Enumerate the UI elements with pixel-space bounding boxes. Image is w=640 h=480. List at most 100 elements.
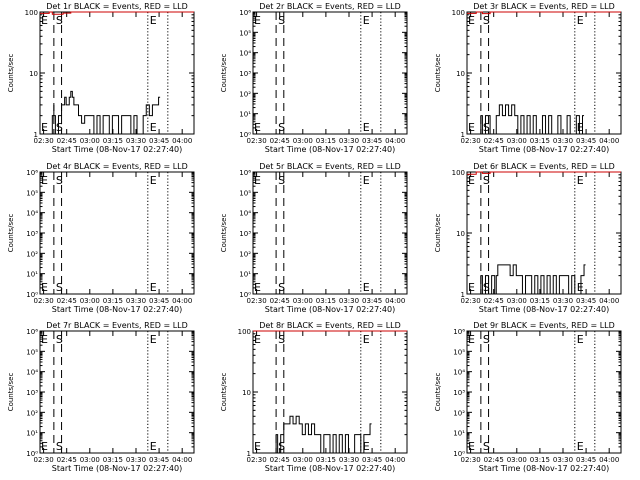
plot-frame	[466, 330, 622, 454]
panel-title: Det 5r BLACK = Events, RED = LLD	[259, 162, 401, 171]
x-tick-label: 02:30	[460, 137, 480, 145]
edge-label-bottom: E	[41, 281, 48, 294]
y-tick-label: 10¹	[239, 111, 251, 119]
y-tick-label: 100	[452, 169, 465, 177]
x-tick-label: 03:45	[149, 456, 169, 464]
panel-6: Det 6r BLACK = Events, RED = LLD 1 10 100 02…	[434, 162, 622, 314]
series-lld	[467, 11, 621, 15]
panel-title: Det 2r BLACK = Events, RED = LLD	[259, 2, 401, 11]
x-tick-label: 02:45	[57, 297, 77, 305]
x-tick-label: 02:30	[246, 456, 266, 464]
marker-label-bottom: E	[363, 121, 370, 134]
marker-label-bottom: S	[483, 121, 490, 134]
x-tick-label: 03:15	[103, 297, 123, 305]
x-tick-label: 03:15	[103, 137, 123, 145]
marker-label-top: S	[56, 174, 63, 187]
marker-label-top: E	[150, 14, 157, 27]
y-tick-label: 10⁶	[239, 9, 251, 17]
marker-label-bottom: S	[483, 440, 490, 453]
y-axis-label: Counts/sec	[434, 214, 442, 253]
x-axis-label: Start Time (08-Nov-17 02:27:40)	[265, 464, 395, 473]
x-tick-label: 02:30	[246, 297, 266, 305]
marker-label-top: S	[483, 333, 490, 346]
x-tick-label: 02:45	[270, 297, 290, 305]
edge-label-bottom: E	[254, 121, 261, 134]
x-tick-label: 02:30	[460, 297, 480, 305]
y-tick-label: 10	[456, 70, 465, 78]
y-axis-label: Counts/sec	[434, 373, 442, 412]
x-tick-label: 03:00	[80, 137, 100, 145]
x-tick-label: 03:15	[530, 456, 550, 464]
marker-label-top: E	[363, 333, 370, 346]
y-tick-label: 1	[34, 131, 38, 139]
y-tick-label: 10⁶	[26, 169, 38, 177]
panel-title: Det 7r BLACK = Events, RED = LLD	[46, 321, 188, 330]
x-axis-label: Start Time (08-Nov-17 02:27:40)	[479, 464, 609, 473]
edge-label-bottom: E	[254, 281, 261, 294]
marker-label-bottom: E	[577, 440, 584, 453]
x-tick-label: 03:15	[316, 456, 336, 464]
marker-label-top: E	[577, 14, 584, 27]
marker-label-bottom: S	[278, 281, 285, 294]
y-tick-label: 10²	[26, 250, 38, 258]
y-axis-label: Counts/sec	[220, 214, 228, 253]
y-tick-label: 10²	[453, 409, 465, 417]
y-tick-label: 10³	[239, 70, 251, 78]
x-tick-label: 03:45	[576, 456, 596, 464]
x-tick-label: 03:00	[507, 297, 527, 305]
y-tick-label: 10⁰	[26, 450, 38, 458]
x-tick-label: 03:45	[362, 137, 382, 145]
panel-title: Det 1r BLACK = Events, RED = LLD	[46, 2, 188, 11]
marker-label-bottom: E	[150, 440, 157, 453]
x-tick-label: 03:30	[339, 137, 359, 145]
y-tick-label: 10⁰	[26, 291, 38, 299]
x-tick-label: 04:00	[172, 137, 192, 145]
y-tick-label: 10⁰	[239, 131, 251, 139]
y-tick-label: 1	[461, 131, 465, 139]
y-tick-label: 10⁵	[453, 348, 465, 356]
x-axis-label: Start Time (08-Nov-17 02:27:40)	[479, 305, 609, 314]
edge-label-top: E	[468, 14, 475, 27]
marker-label-top: E	[150, 174, 157, 187]
panel-title: Det 4r BLACK = Events, RED = LLD	[46, 162, 188, 171]
edge-label-top: E	[41, 174, 48, 187]
edge-label-bottom: E	[254, 440, 261, 453]
edge-label-bottom: E	[468, 121, 475, 134]
panel-title: Det 8r BLACK = Events, RED = LLD	[259, 321, 401, 330]
x-axis-label: Start Time (08-Nov-17 02:27:40)	[479, 145, 609, 154]
x-tick-label: 03:00	[507, 456, 527, 464]
x-tick-label: 02:45	[484, 456, 504, 464]
panel-1: Det 1r BLACK = Events, RED = LLD 1 10 100 02…	[7, 2, 195, 154]
y-axis-label: Counts/sec	[220, 373, 228, 412]
y-tick-label: 1	[247, 450, 251, 458]
marker-label-bottom: E	[363, 281, 370, 294]
y-tick-label: 10⁶	[453, 328, 465, 336]
y-tick-label: 10²	[26, 409, 38, 417]
panel-7: Det 7r BLACK = Events, RED = LLD 10⁰ 10¹ 10…	[7, 321, 195, 473]
plot-frame	[39, 330, 195, 454]
x-tick-label: 03:00	[80, 297, 100, 305]
x-tick-label: 02:45	[270, 456, 290, 464]
y-tick-label: 10⁵	[26, 348, 38, 356]
x-tick-label: 03:15	[316, 297, 336, 305]
x-tick-label: 03:45	[149, 137, 169, 145]
edge-label-top: E	[468, 174, 475, 187]
x-axis-label: Start Time (08-Nov-17 02:27:40)	[52, 305, 182, 314]
y-tick-label: 10⁵	[239, 189, 251, 197]
marker-label-bottom: E	[363, 440, 370, 453]
y-tick-label: 10⁴	[26, 369, 38, 377]
marker-label-top: S	[56, 14, 63, 27]
x-tick-label: 02:30	[33, 297, 53, 305]
marker-label-bottom: S	[56, 121, 63, 134]
x-tick-label: 03:30	[126, 137, 146, 145]
marker-label-top: E	[363, 14, 370, 27]
x-axis-label: Start Time (08-Nov-17 02:27:40)	[265, 145, 395, 154]
edge-label-top: E	[254, 174, 261, 187]
marker-label-bottom: E	[150, 121, 157, 134]
panel-9: Det 9r BLACK = Events, RED = LLD 10⁰ 10¹ 10…	[434, 321, 622, 473]
y-tick-label: 10⁶	[26, 328, 38, 336]
marker-label-top: E	[577, 174, 584, 187]
x-tick-label: 04:00	[172, 456, 192, 464]
x-tick-label: 03:15	[530, 137, 550, 145]
x-tick-label: 02:45	[57, 137, 77, 145]
